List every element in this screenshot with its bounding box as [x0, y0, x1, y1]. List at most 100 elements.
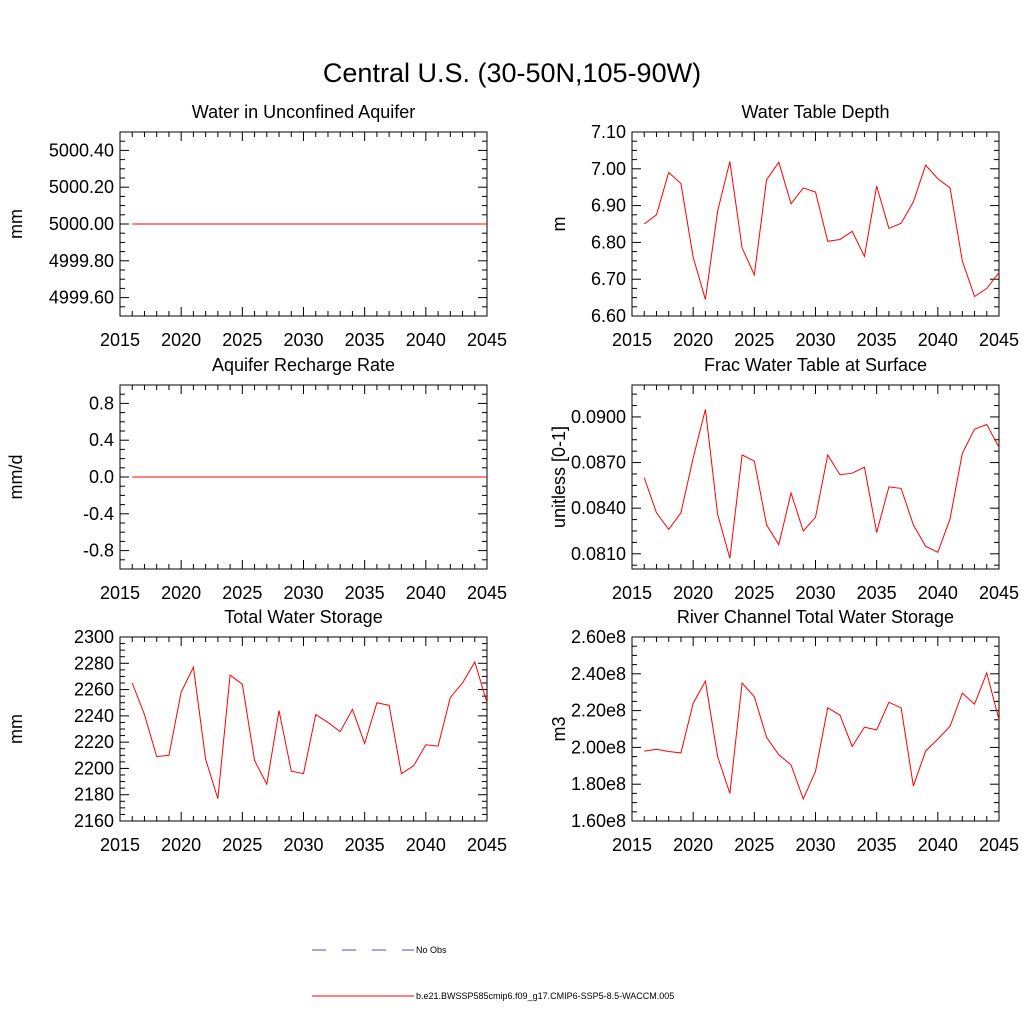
y-tick-label: 1.80e8: [571, 774, 626, 794]
series-line-1: [131, 660, 488, 799]
x-tick-label: 2045: [467, 835, 507, 855]
x-tick-label: 2030: [795, 583, 835, 603]
y-tick-label: 2260: [74, 680, 114, 700]
y-tick-label: 2300: [74, 627, 114, 647]
x-tick-label: 2020: [673, 330, 713, 350]
panel-title: Water Table Depth: [741, 102, 889, 122]
x-tick-label: 2030: [283, 835, 323, 855]
y-axis-label: m: [549, 217, 569, 232]
y-tick-label: 2.60e8: [571, 627, 626, 647]
x-tick-label: 2020: [673, 835, 713, 855]
panel-title: River Channel Total Water Storage: [677, 607, 954, 627]
x-tick-label: 2035: [857, 330, 897, 350]
panels: Water in Unconfined Aquifer 2015 2020 2025 2…: [6, 102, 1019, 855]
legend-item-2: b.e21.BWSSP585cmip6.f09_g17.CMIP6-SSP5-8…: [312, 991, 674, 1001]
y-tick-label: 2.20e8: [571, 701, 626, 721]
x-tick-label: 2040: [406, 583, 446, 603]
x-tick-label: 2025: [222, 330, 262, 350]
x-tick-label: 2020: [673, 583, 713, 603]
y-tick-label: 2.00e8: [571, 737, 626, 757]
x-tick-label: 2015: [100, 583, 140, 603]
y-tick-label: 7.00: [591, 159, 626, 179]
panel-title: Total Water Storage: [224, 607, 382, 627]
legend-item-1: No Obs: [312, 945, 447, 955]
panel-title: Water in Unconfined Aquifer: [192, 102, 415, 122]
panel-1: Water in Unconfined Aquifer 2015 2020 2025 2…: [6, 102, 507, 350]
x-tick-label: 2045: [979, 583, 1019, 603]
x-tick-label: 2015: [100, 330, 140, 350]
x-tick-label: 2040: [918, 330, 958, 350]
x-tick-label: 2035: [345, 583, 385, 603]
y-tick-label: 4999.60: [49, 288, 114, 308]
x-tick-label: 2035: [857, 583, 897, 603]
y-tick-label: 6.70: [591, 269, 626, 289]
x-tick-label: 2020: [161, 330, 201, 350]
y-axis-label: mm/d: [6, 455, 26, 500]
y-tick-label: 4999.80: [49, 251, 114, 271]
panel-5: Total Water Storage 2015 2020 2025 2030 2035 2…: [6, 607, 507, 855]
y-tick-label: -0.8: [83, 541, 114, 561]
x-tick-label: 2045: [467, 583, 507, 603]
y-tick-label: 5000.20: [49, 177, 114, 197]
x-tick-label: 2015: [612, 330, 652, 350]
y-tick-label: 2160: [74, 811, 114, 831]
x-tick-label: 2035: [345, 835, 385, 855]
x-tick-label: 2020: [161, 835, 201, 855]
y-tick-label: 0.0900: [571, 407, 626, 427]
panel-title: Frac Water Table at Surface: [704, 355, 927, 375]
series-line-1: [643, 161, 1000, 300]
y-tick-label: 2220: [74, 732, 114, 752]
y-tick-label: 2280: [74, 653, 114, 673]
panel-3: Aquifer Recharge Rate 2015 2020 2025 2030 203…: [6, 355, 507, 603]
x-tick-label: 2025: [734, 330, 774, 350]
y-tick-label: 6.80: [591, 232, 626, 252]
series-line-1: [644, 671, 1000, 801]
figure-title: Central U.S. (30-50N,105-90W): [323, 58, 701, 88]
y-tick-label: 6.60: [591, 306, 626, 326]
legend-label: No Obs: [416, 945, 447, 955]
x-tick-label: 2030: [283, 583, 323, 603]
x-tick-label: 2035: [345, 330, 385, 350]
y-axis-label: mm: [6, 209, 26, 239]
x-tick-label: 2035: [857, 835, 897, 855]
panel-6: River Channel Total Water Storage 2015 202…: [549, 607, 1019, 855]
x-tick-label: 2040: [406, 835, 446, 855]
x-tick-label: 2030: [795, 835, 835, 855]
x-tick-label: 2025: [734, 583, 774, 603]
series-line-1: [643, 409, 1000, 559]
y-tick-label: 0.0810: [571, 544, 626, 564]
x-tick-label: 2040: [406, 330, 446, 350]
panel-2: Water Table Depth 2015 2020 2025 2030 2035 204…: [549, 102, 1019, 350]
x-tick-label: 2020: [161, 583, 201, 603]
legend: No Obs b.e21.BWSSP585cmip6.f09_g17.CMIP6-…: [312, 945, 674, 1001]
y-tick-label: 7.10: [591, 122, 626, 142]
y-tick-label: 2180: [74, 785, 114, 805]
x-tick-label: 2040: [918, 835, 958, 855]
y-tick-label: 1.60e8: [571, 811, 626, 831]
y-tick-label: 2240: [74, 706, 114, 726]
y-tick-label: 0.0840: [571, 498, 626, 518]
x-tick-label: 2045: [979, 835, 1019, 855]
x-tick-label: 2025: [222, 583, 262, 603]
y-axis-label: unitless [0-1]: [549, 426, 569, 528]
x-tick-label: 2040: [918, 583, 958, 603]
y-tick-label: 5000.00: [49, 214, 114, 234]
x-tick-label: 2045: [979, 330, 1019, 350]
x-tick-label: 2045: [467, 330, 507, 350]
y-tick-label: 6.90: [591, 196, 626, 216]
y-tick-label: 0.4: [89, 430, 114, 450]
x-tick-label: 2030: [283, 330, 323, 350]
panel-4: Frac Water Table at Surface 2015 2020 2025 2…: [549, 355, 1019, 603]
y-axis-label: mm: [6, 714, 26, 744]
x-tick-label: 2025: [734, 835, 774, 855]
legend-label: b.e21.BWSSP585cmip6.f09_g17.CMIP6-SSP5-8…: [416, 991, 674, 1001]
panel-title: Aquifer Recharge Rate: [212, 355, 395, 375]
x-tick-label: 2015: [612, 835, 652, 855]
y-tick-label: 5000.40: [49, 140, 114, 160]
y-tick-label: 0.0: [89, 467, 114, 487]
y-tick-label: -0.4: [83, 504, 114, 524]
x-tick-label: 2015: [100, 835, 140, 855]
y-axis-label: m3: [549, 716, 569, 741]
